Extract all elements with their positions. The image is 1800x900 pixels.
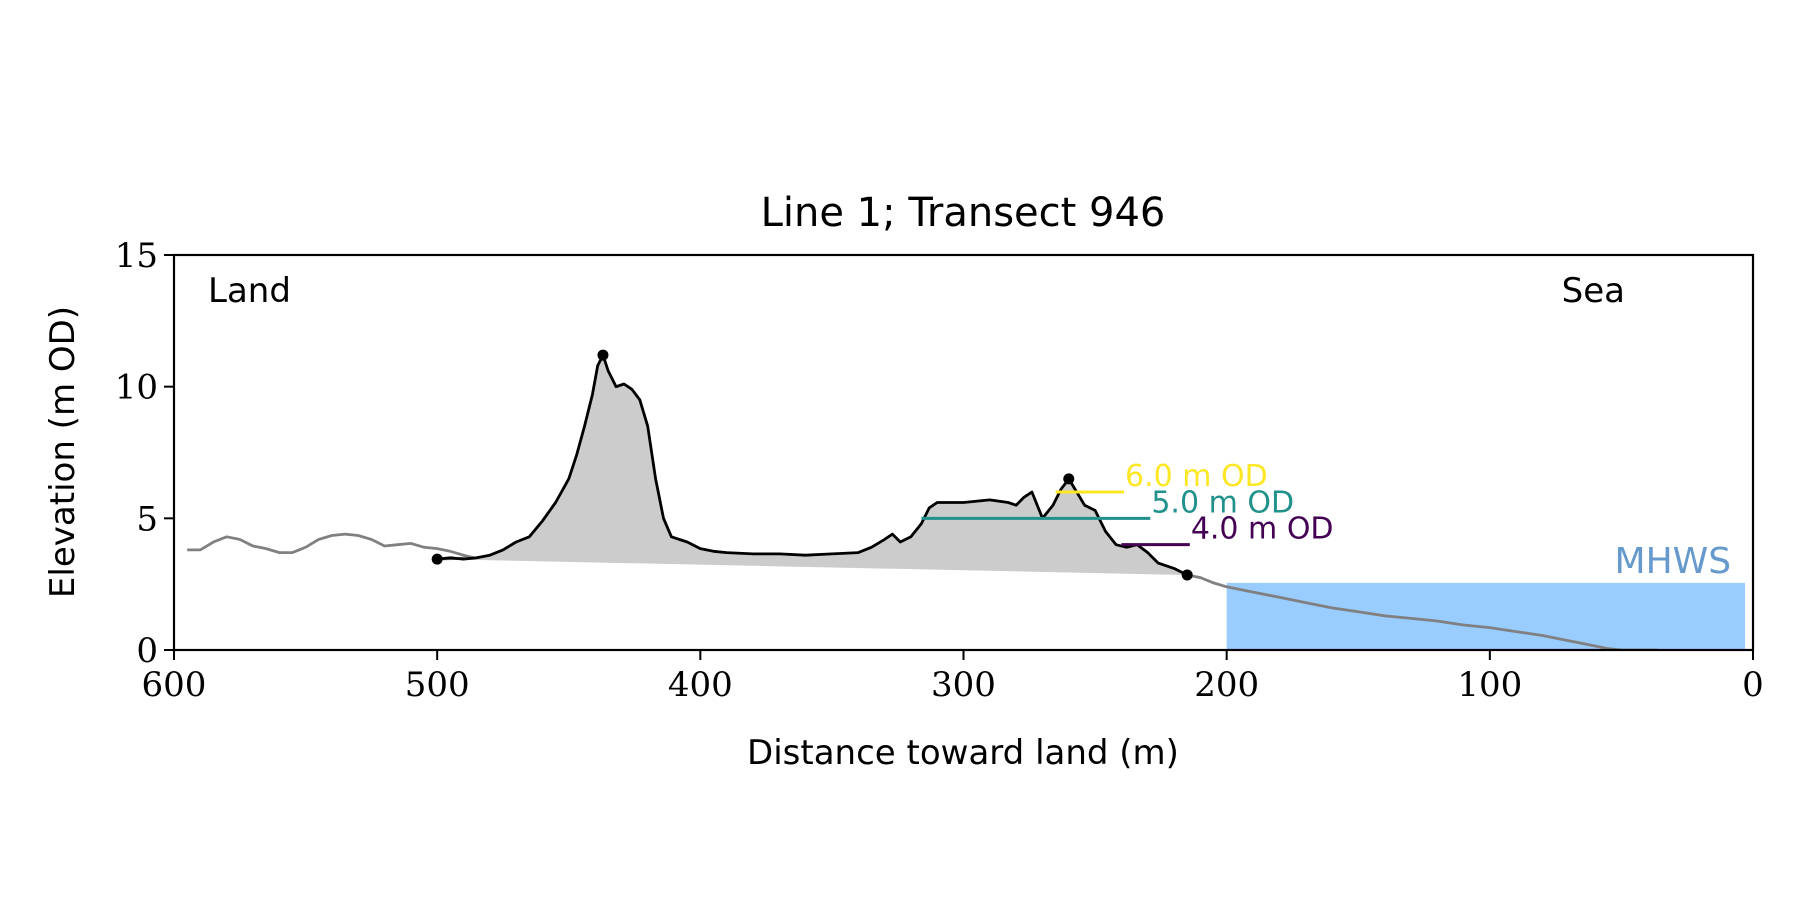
marker-layer <box>431 349 1193 581</box>
x-tick-label-3: 300 <box>931 665 996 705</box>
chart-title: Line 1; Transect 946 <box>761 190 1166 236</box>
peak-marker-1 <box>1063 473 1075 485</box>
mhws-band <box>1226 582 1746 650</box>
level-label-1: 5.0 m OD <box>1151 485 1294 520</box>
analysis-profile <box>437 353 1188 577</box>
peak-marker-0 <box>597 349 609 361</box>
x-tick-label-4: 200 <box>1194 665 1259 705</box>
endpoint-marker-0 <box>431 553 443 565</box>
y-tick-label-0: 0 <box>136 631 158 671</box>
sea-label: Sea <box>1562 271 1625 311</box>
level-label-2: 4.0 m OD <box>1191 512 1334 547</box>
x-axis: 600 500 400 300 200 100 0 <box>142 650 1764 705</box>
annotation-layer: 6.0 m OD5.0 m OD4.0 m OD MHWS <box>921 459 1731 582</box>
x-tick-label-6: 0 <box>1742 665 1764 705</box>
y-tick-label-2: 10 <box>115 368 158 408</box>
x-tick-label-5: 100 <box>1457 665 1522 705</box>
x-tick-label-0: 600 <box>142 665 207 705</box>
outer-profile-sea <box>1186 573 1659 650</box>
y-axis-label: Elevation (m OD) <box>43 306 83 598</box>
mhws-label: MHWS <box>1615 541 1732 582</box>
profile-fill <box>437 355 1188 575</box>
y-axis: 0 5 10 15 <box>115 236 174 671</box>
y-tick-label-1: 5 <box>136 499 158 539</box>
fill-layer <box>437 355 1746 650</box>
x-tick-label-1: 500 <box>405 665 470 705</box>
y-tick-label-3: 15 <box>115 236 158 276</box>
x-axis-label: Distance toward land (m) <box>747 733 1179 773</box>
level-label-0: 6.0 m OD <box>1125 459 1268 494</box>
outer-profile-land <box>187 532 475 561</box>
endpoint-marker-1 <box>1181 569 1193 581</box>
land-label: Land <box>208 271 291 311</box>
line-layer <box>187 353 1659 650</box>
x-tick-label-2: 400 <box>668 665 733 705</box>
